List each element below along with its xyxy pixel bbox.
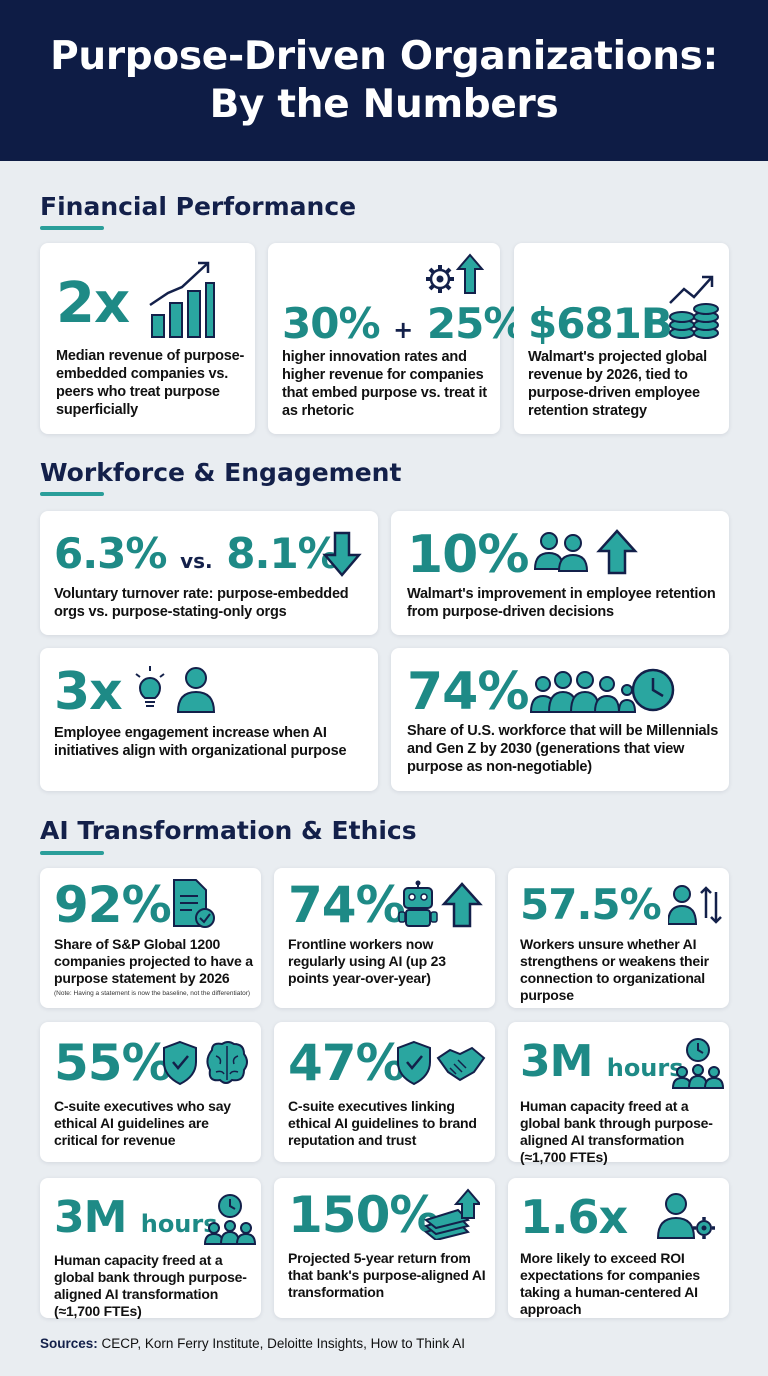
stat-value-b: 8.1% — [226, 529, 339, 578]
stat-card-capacity: 3M hours Human capacity freed at a globa… — [508, 1022, 729, 1165]
stat-card-capacity-repeat: 3M hours Human capacity freed at a globa… — [40, 1178, 261, 1319]
stat-card-walmart-revenue: $681B Walmart's projected global revenue… — [514, 243, 729, 434]
stat-description: Human capacity freed at a global bank th… — [54, 1252, 247, 1319]
sources-footer: Sources: CECP, Korn Ferry Institute, Del… — [40, 1336, 465, 1351]
stat-description: Projected 5-year return from that bank's… — [288, 1250, 486, 1300]
stat-card-roi: 1.6x More likely to exceed ROI expectati… — [508, 1178, 729, 1318]
stat-description: higher innovation rates and higher reven… — [282, 349, 487, 419]
stat-description: Employee engagement increase when AI ini… — [54, 725, 347, 759]
section-title-financial: Financial Performance — [40, 192, 357, 221]
stat-value-a: 6.3% — [54, 529, 167, 578]
bar-chart-growth-icon — [146, 257, 216, 339]
stat-value: 74% — [288, 876, 406, 934]
clock-team-icon — [672, 1036, 724, 1090]
stat-card-revenue: 2x Median revenue of purpose-embedded co… — [40, 243, 255, 434]
stat-description: Share of U.S. workforce that will be Mil… — [407, 723, 719, 775]
sources-text: CECP, Korn Ferry Institute, Deloitte Ins… — [101, 1336, 465, 1351]
stat-value: 92% — [54, 876, 172, 934]
stat-card-turnover: 6.3% vs. 8.1% Voluntary turnover rate: p… — [40, 511, 378, 635]
stat-value: 47% — [288, 1034, 406, 1092]
stat-footnote: (Note: Having a statement is now the bas… — [54, 990, 251, 997]
stat-card-engagement: 3x Employee engagement increase when AI … — [40, 648, 378, 791]
section-rule — [40, 851, 104, 855]
page-title-line2: By the Numbers — [209, 81, 559, 127]
section-rule — [40, 226, 104, 230]
person-updown-icon — [668, 884, 724, 928]
stat-card-retention: 10% Walmart's improvement in employee re… — [391, 511, 729, 635]
stat-value: 2x — [56, 271, 130, 336]
stat-value: 57.5% — [520, 880, 662, 929]
stat-unit: hours — [140, 1210, 218, 1238]
group-clock-icon — [529, 666, 677, 716]
stat-card-return: 150% Projected 5-year return from that b… — [274, 1178, 495, 1318]
stat-value: 3M — [520, 1036, 593, 1087]
stat-description: C-suite executives linking ethical AI gu… — [288, 1098, 477, 1148]
stat-value: $681B — [528, 299, 673, 348]
stat-value: 1.6x — [520, 1190, 628, 1244]
stat-value: 10% — [407, 525, 529, 585]
stat-vs: vs. — [180, 549, 213, 573]
section-rule — [40, 492, 104, 496]
page-title-line1: Purpose-Driven Organizations: — [50, 33, 718, 79]
stat-unit: hours — [606, 1054, 684, 1082]
clock-team-icon — [204, 1192, 256, 1246]
stat-value: 74% — [407, 662, 529, 722]
stat-value-a: 30% — [282, 299, 381, 348]
gear-arrow-up-icon — [424, 253, 484, 297]
stat-value-with-unit: 3M hours — [520, 1036, 684, 1087]
stat-description: Frontline workers now regularly using AI… — [288, 936, 446, 986]
document-check-icon — [170, 878, 218, 930]
stat-card-unsure: 57.5% Workers unsure whether AI strength… — [508, 868, 729, 1008]
robot-arrow-up-icon — [398, 880, 484, 930]
stat-description: Workers unsure whether AI strengthens or… — [520, 936, 709, 1003]
stat-value: 3M — [54, 1192, 127, 1243]
arrow-down-icon — [322, 531, 362, 577]
stat-description: Share of S&P Global 1200 companies proje… — [54, 936, 253, 986]
stat-value: 3x — [54, 662, 123, 722]
people-arrow-up-icon — [531, 529, 639, 575]
stat-value-with-unit: 3M hours — [54, 1192, 218, 1243]
stat-description: C-suite executives who say ethical AI gu… — [54, 1098, 231, 1148]
stat-description: Walmart's improvement in employee retent… — [407, 586, 716, 620]
coins-growth-icon — [666, 273, 722, 341]
person-gear-icon — [656, 1192, 718, 1242]
stat-value-b: 25% — [426, 299, 526, 348]
stat-card-purpose-statement: 92% Share of S&P Global 1200 companies p… — [40, 868, 261, 1008]
shield-brain-icon — [160, 1040, 250, 1086]
stat-description: Human capacity freed at a global bank th… — [520, 1098, 713, 1165]
stat-value-pair: 6.3% vs. 8.1% — [54, 529, 340, 578]
stat-card-millennials: 74% Share of U.S. workforce that will be… — [391, 648, 729, 791]
stat-description: Median revenue of purpose-embedded compa… — [56, 348, 245, 418]
sources-label: Sources: — [40, 1336, 98, 1351]
stat-value: 55% — [54, 1034, 172, 1092]
lightbulb-person-icon — [132, 664, 222, 716]
shield-handshake-icon — [394, 1040, 488, 1086]
section-title-workforce: Workforce & Engagement — [40, 458, 402, 487]
stat-description: More likely to exceed ROI expectations f… — [520, 1250, 700, 1317]
stat-card-revenue-guidelines: 55% C-suite executives who say ethical A… — [40, 1022, 261, 1162]
stat-description: Walmart's projected global revenue by 20… — [528, 349, 707, 419]
stat-card-brand: 47% C-suite executives linking ethical A… — [274, 1022, 495, 1162]
stat-card-innovation: 30% + 25% higher innovation rates and hi… — [268, 243, 525, 434]
section-title-ai: AI Transformation & Ethics — [40, 816, 417, 845]
money-arrow-up-icon — [424, 1188, 480, 1240]
stat-value: 150% — [288, 1186, 439, 1244]
stat-value-pair: 30% + 25% — [282, 299, 526, 348]
header-banner: Purpose-Driven Organizations: By the Num… — [0, 0, 768, 161]
stat-description: Voluntary turnover rate: purpose-embedde… — [54, 586, 349, 620]
stat-plus: + — [393, 316, 414, 344]
stat-card-frontline: 74% Frontline workers now regularly usin… — [274, 868, 495, 1008]
